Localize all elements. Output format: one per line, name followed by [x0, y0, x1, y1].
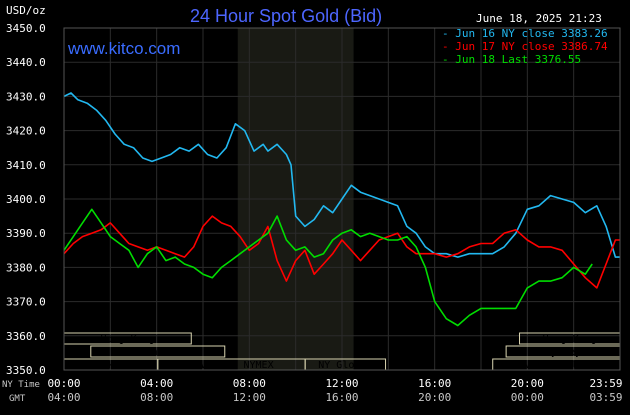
x-tick-label-gmt: 12:00: [233, 391, 266, 404]
legend-item-jun17: - Jun 17 NY close 3386.74: [442, 40, 608, 53]
x-tick-label-gmt: 08:00: [140, 391, 173, 404]
series-line-2: [63, 208, 593, 327]
y-tick-label: 3400.0: [6, 193, 46, 206]
gmt-label: GMT: [9, 394, 26, 404]
y-tick-label: 3370.0: [6, 296, 46, 309]
y-tick-label: 3440.0: [6, 56, 46, 69]
ny-time-label: NY Time: [2, 380, 40, 390]
brand-watermark: www.kitco.com: [67, 39, 180, 58]
series-line-1: [63, 215, 620, 289]
y-tick-label: 3390.0: [6, 227, 46, 240]
x-tick-label-ny: 00:00: [47, 377, 80, 390]
session-label: New York Globex: [511, 360, 601, 371]
chart-title: 24 Hour Spot Gold (Bid): [190, 6, 382, 26]
x-tick-label-gmt: 04:00: [47, 391, 80, 404]
legend-label-jun18: Jun 18 Last 3376.55: [455, 53, 581, 66]
legend-marker-jun18: -: [442, 53, 455, 66]
legend-item-jun16: - Jun 16 NY close 3383.26: [442, 27, 608, 40]
legend-marker-jun17: -: [442, 40, 455, 53]
session-bar: [90, 345, 226, 358]
y-tick-label: 3350.0: [6, 364, 46, 377]
x-tick-label-ny: 04:00: [140, 377, 173, 390]
timestamp: June 18, 2025 21:23: [476, 12, 602, 25]
y-tick-label: 3420.0: [6, 125, 46, 138]
x-axis-ticks: 00:0004:0004:0008:0008:0012:0012:0016:00…: [47, 377, 622, 404]
session-label: London: [140, 347, 176, 358]
x-tick-label-gmt: 20:00: [418, 391, 451, 404]
y-tick-label: 3410.0: [6, 159, 46, 172]
y-axis-ticks: 3450.0 3440.0 3430.0 3420.0 3410.0 3400.0 3390…: [6, 22, 46, 377]
session-label: New York Globex: [66, 360, 156, 371]
legend-label-jun17: Jun 17 NY close 3386.74: [455, 40, 608, 53]
x-tick-label-ny: 12:00: [325, 377, 358, 390]
y-tick-label: 3430.0: [6, 90, 46, 103]
price-lines: [63, 92, 620, 327]
series-line-0: [63, 92, 620, 258]
x-tick-label-gmt: 16:00: [325, 391, 358, 404]
y-tick-label: 3360.0: [6, 330, 46, 343]
x-tick-label-gmt: 03:59: [589, 391, 622, 404]
session-label: New York NYMEX: [189, 360, 273, 371]
session-label: NY Globex: [318, 360, 372, 371]
x-tick-label-gmt: 00:00: [511, 391, 544, 404]
x-tick-label-ny: 08:00: [233, 377, 266, 390]
legend-label-jun16: Jun 16 NY close 3383.26: [455, 27, 607, 40]
y-tick-label: 3450.0: [6, 22, 46, 35]
x-tick-label-ny: 20:00: [511, 377, 544, 390]
session-label: Hong Kong: [543, 334, 597, 345]
unit-label: USD/oz: [6, 4, 46, 17]
legend: - Jun 16 NY close 3383.26 - Jun 17 NY cl…: [442, 27, 608, 66]
plot-border: [63, 27, 621, 371]
session-label: Hong Kong: [101, 334, 155, 345]
x-tick-label-ny: 23:59: [589, 377, 622, 390]
y-tick-label: 3380.0: [6, 261, 46, 274]
legend-marker-jun16: -: [442, 27, 455, 40]
x-tick-label-ny: 16:00: [418, 377, 451, 390]
session-label: Sydney: [545, 347, 581, 358]
legend-item-jun18: - Jun 18 Last 3376.55: [442, 53, 581, 66]
